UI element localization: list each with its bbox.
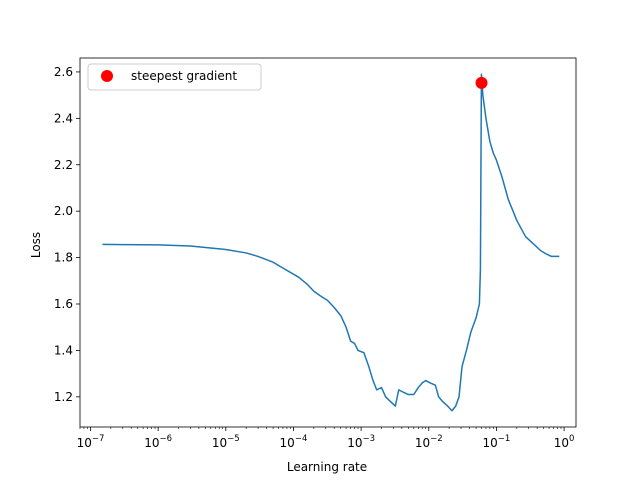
x-tick-label: 10−4 <box>280 434 308 450</box>
legend-label: steepest gradient <box>131 69 237 83</box>
axes-frame <box>79 57 577 428</box>
axes: 10−7 10−6 10−5 10−4 10−3 10−2 10−1 100 1.2 1.4 1.6… <box>54 57 577 450</box>
y-tick-label: 1.4 <box>54 343 73 357</box>
y-tick-label: 1.2 <box>54 390 73 404</box>
legend: steepest gradient <box>87 63 262 91</box>
x-tick-label: 10−1 <box>483 434 511 450</box>
y-tick-label: 2.6 <box>54 65 73 79</box>
y-tick-label: 1.6 <box>54 297 73 311</box>
steepest-gradient-marker <box>475 76 488 89</box>
y-tick-label: 1.8 <box>54 251 73 265</box>
x-tick-label: 100 <box>554 434 575 450</box>
legend-marker <box>101 70 113 82</box>
x-axis-label: Learning rate <box>287 460 367 474</box>
plot-area <box>102 73 560 412</box>
x-tick-label: 10−5 <box>212 434 240 450</box>
legend-box <box>87 63 262 91</box>
y-tick-label: 2.4 <box>54 111 73 125</box>
y-axis-label: Loss <box>29 232 43 258</box>
x-tick-label: 10−2 <box>415 434 443 450</box>
x-tick-label: 10−3 <box>347 434 375 450</box>
y-tick-label: 2.0 <box>54 204 73 218</box>
y-tick-label: 2.2 <box>54 158 73 172</box>
x-tick-label: 10−7 <box>77 434 105 450</box>
x-tick-label: 10−6 <box>144 434 172 450</box>
series-line-loss <box>102 73 560 412</box>
